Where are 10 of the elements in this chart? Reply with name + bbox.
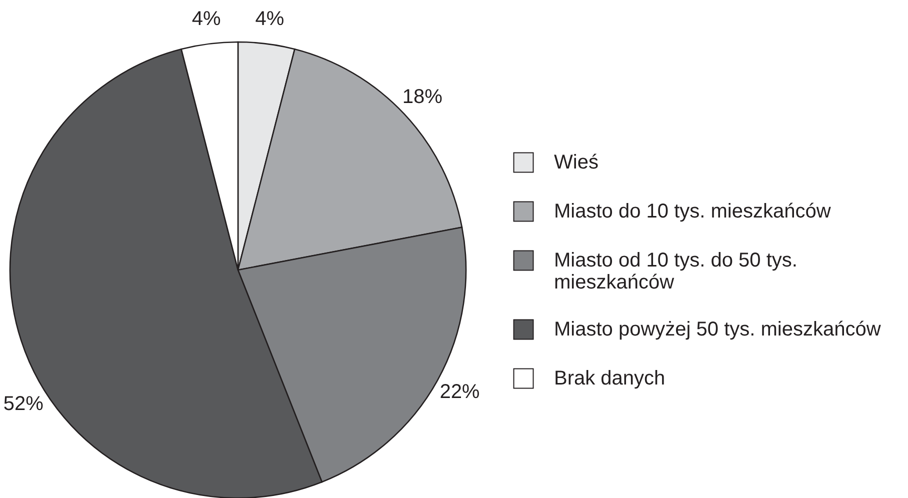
legend-label: Miasto od 10 tys. do 50 tys. mieszkańców <box>554 250 798 294</box>
data-label: 4% <box>255 8 284 30</box>
data-label: 22% <box>440 380 480 403</box>
legend-label: Brak danych <box>554 368 666 390</box>
data-label: 4% <box>192 8 221 30</box>
legend-label: Miasto do 10 tys. mieszkańców <box>554 200 832 222</box>
legend-label: Wieś <box>554 152 598 174</box>
legend-label: Miasto powyżej 50 tys. mieszkańców <box>554 318 882 340</box>
data-label: 18% <box>402 86 443 108</box>
data-label: 52% <box>3 393 44 416</box>
